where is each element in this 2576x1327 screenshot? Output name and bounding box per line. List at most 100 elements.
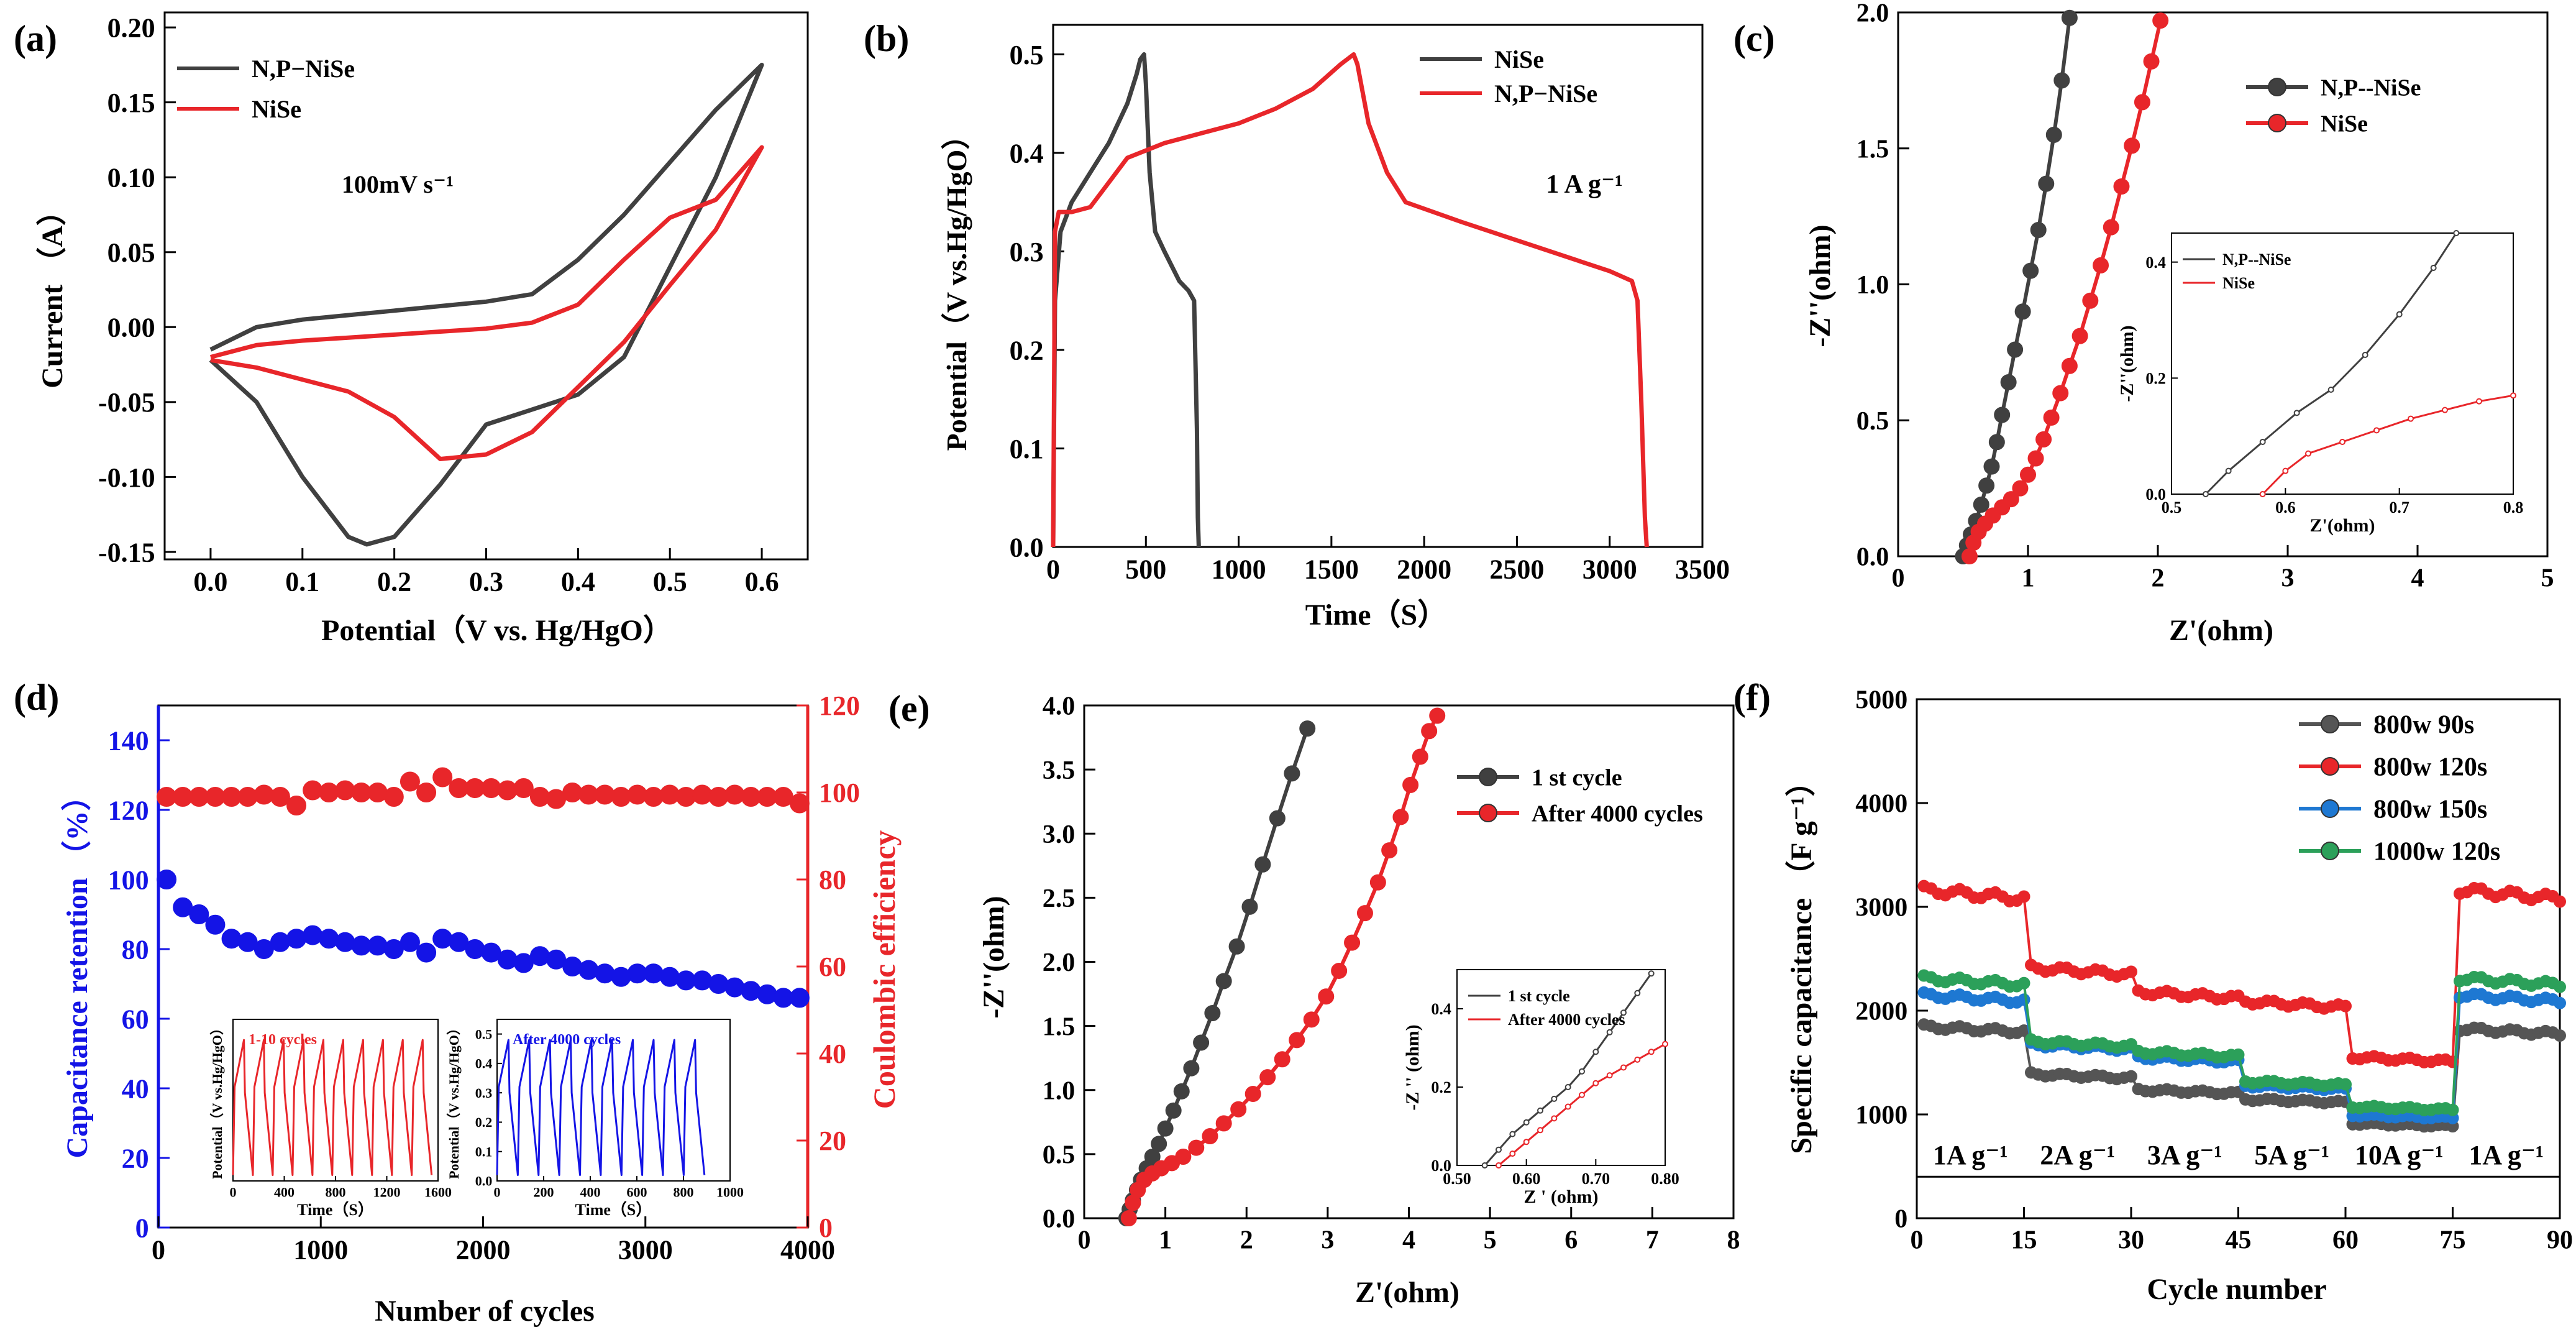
y-tick-label: 1.5 <box>1043 1012 1076 1041</box>
inset-series-marker-N,P--NiSe <box>2430 265 2437 271</box>
y2-tick-label: 40 <box>819 1039 846 1069</box>
panel-e: (e) 0 1 2 3 4 5 6 7 8 0.0 0.5 1.0 1.5 2.0 2.5 3.0 3.5 4.0… <box>888 688 1740 1309</box>
x-tick-label: 1000 <box>1212 554 1266 585</box>
y-tick-label: 0.0 <box>1010 532 1044 562</box>
gcd-inset-x-tick-label: 200 <box>534 1184 554 1200</box>
retention-marker <box>432 929 453 949</box>
x-tick-label: 4000 <box>780 1235 835 1265</box>
x-tick-label: 3 <box>1321 1226 1334 1254</box>
retention-marker <box>189 904 209 924</box>
legend-0-marker <box>2321 715 2339 733</box>
legend-1-marker <box>2321 757 2339 776</box>
x-tick-label: 0.2 <box>377 567 411 597</box>
y-tick-label: 0.5 <box>1857 407 1889 436</box>
series-marker-After 4000 cycles <box>1188 1139 1205 1156</box>
series-marker-N,P--NiSe <box>2000 374 2017 390</box>
series-marker-N,P--NiSe <box>2014 303 2031 320</box>
efficiency-marker <box>432 767 453 787</box>
gcd-inset-x-tick-label: 0 <box>230 1184 237 1200</box>
retention-marker <box>529 946 550 967</box>
x-tick-label: 1 <box>1159 1226 1172 1254</box>
series-marker-800w 120s <box>2554 895 2566 908</box>
rate-label-2: 3A g⁻¹ <box>2147 1140 2222 1170</box>
inset-series-marker-N,P--NiSe <box>2453 230 2460 236</box>
series-marker-NiSe <box>2124 137 2140 154</box>
y2-tick-label: 80 <box>819 865 846 895</box>
series-marker-After 4000 cycles <box>1318 988 1335 1005</box>
gcd-inset-x-tick-label: 1200 <box>373 1184 401 1200</box>
inset-x-tick-label: 0.50 <box>1443 1170 1471 1188</box>
inset-y-axis-label: -Z''(ohm) <box>2117 325 2137 402</box>
panel-label-b: (b) <box>864 18 909 59</box>
efficiency-marker <box>595 784 615 805</box>
y-tick-label: 2.0 <box>1857 0 1889 28</box>
retention-marker <box>319 929 339 949</box>
inset-y-tick-label: 0.0 <box>2145 485 2166 503</box>
gcd-inset-curve <box>496 1039 706 1176</box>
retention-marker <box>611 967 631 987</box>
y-tick-label: 60 <box>122 1004 149 1034</box>
series-marker-1000w 120s <box>2232 1048 2245 1061</box>
y-tick-label: 140 <box>108 725 149 756</box>
series-marker-N,P--NiSe <box>1973 496 1989 513</box>
series-marker-1 st cycle <box>1151 1136 1167 1152</box>
inset-series-marker-After 4000 cycles <box>1509 1150 1516 1157</box>
y-tick-label: 0.20 <box>107 13 155 44</box>
gcd-inset-y-axis-label: Potential（V vs.Hg/HgO） <box>446 1021 462 1179</box>
x-tick-label: 0.0 <box>193 567 227 597</box>
panel-d: (d) 0 1000 2000 3000 40000204060801001201400… <box>14 677 902 1327</box>
x-tick-label: 5 <box>2541 564 2554 592</box>
efficiency-marker <box>627 784 647 805</box>
series-marker-N,P--NiSe <box>2022 262 2039 279</box>
y-tick-label: 0 <box>1894 1205 1907 1234</box>
legend-3-marker <box>2321 842 2339 860</box>
x-tick-label: 5 <box>1484 1226 1497 1254</box>
efficiency-marker <box>319 783 339 802</box>
x-tick-label: 15 <box>2011 1226 2037 1254</box>
efficiency-marker <box>659 784 680 805</box>
gcd-inset-x-tick-label: 1600 <box>424 1184 452 1200</box>
efficiency-marker <box>497 780 518 801</box>
inset-series-marker-After 4000 cycles <box>1579 1091 1585 1098</box>
retention-marker <box>789 988 810 1008</box>
y-tick-label: 0.15 <box>107 88 155 118</box>
series-marker-N,P--NiSe <box>1988 434 2005 451</box>
series-marker-NiSe <box>2152 12 2169 29</box>
inset-series-marker-After 4000 cycles <box>1523 1139 1530 1146</box>
legend-2-marker <box>2321 799 2339 818</box>
series-marker-800w 150s <box>2017 993 2030 1006</box>
series-marker-N,P--NiSe <box>1994 406 2011 423</box>
x-axis-label: Z'(ohm) <box>1355 1276 1459 1309</box>
series-marker-1 st cycle <box>1173 1083 1190 1100</box>
y-tick-label: 0.00 <box>107 313 155 343</box>
series-marker-1 st cycle <box>1204 1005 1221 1021</box>
y2-axis-label: Coulombic efficiency <box>867 830 902 1109</box>
efficiency-marker <box>676 787 697 807</box>
series-line-NiSe <box>210 145 764 461</box>
inset-series-marker-1 st cycle <box>1537 1107 1543 1114</box>
inset-x-tick-label: 0.60 <box>1512 1170 1541 1188</box>
panel-b: (b) 0 500 1000 1500 2000 2500 3000 3500 0.0 0.1 0.… <box>864 18 1730 631</box>
inset-series-marker-After 4000 cycles <box>1606 1072 1613 1079</box>
series-marker-After 4000 cycles <box>1259 1069 1276 1086</box>
y-tick-label: 0.3 <box>1010 237 1044 267</box>
y-tick-label: -0.05 <box>98 387 155 418</box>
series-marker-N,P--NiSe <box>2061 9 2078 26</box>
series-marker-After 4000 cycles <box>1245 1085 1261 1102</box>
gcd-inset-1: 0 200 400 600 800 1000 0.0 0.1 0.2 0.3 0.4 0.5 After… <box>446 1019 744 1219</box>
y-tick-label: 1.0 <box>1857 271 1889 300</box>
legend-0-marker <box>1479 768 1497 786</box>
series-marker-After 4000 cycles <box>1369 874 1386 891</box>
efficiency-marker <box>303 780 323 801</box>
y-tick-label: -0.10 <box>98 462 155 493</box>
series-marker-1 st cycle <box>1193 1034 1210 1051</box>
inset-series-marker-1 st cycle <box>1648 970 1655 977</box>
series-marker-N,P--NiSe <box>2038 175 2055 192</box>
y-axis-label: Capacitance retention （%） <box>61 781 94 1158</box>
series-marker-1000w 120s <box>2554 980 2566 993</box>
gcd-inset-x-tick-label: 0 <box>494 1184 501 1200</box>
inset-y-tick-label: 0.0 <box>1431 1157 1451 1175</box>
inset-series-marker-1 st cycle <box>1592 1049 1599 1055</box>
x-tick-label: 4 <box>2411 564 2424 592</box>
efficiency-marker <box>237 787 258 807</box>
